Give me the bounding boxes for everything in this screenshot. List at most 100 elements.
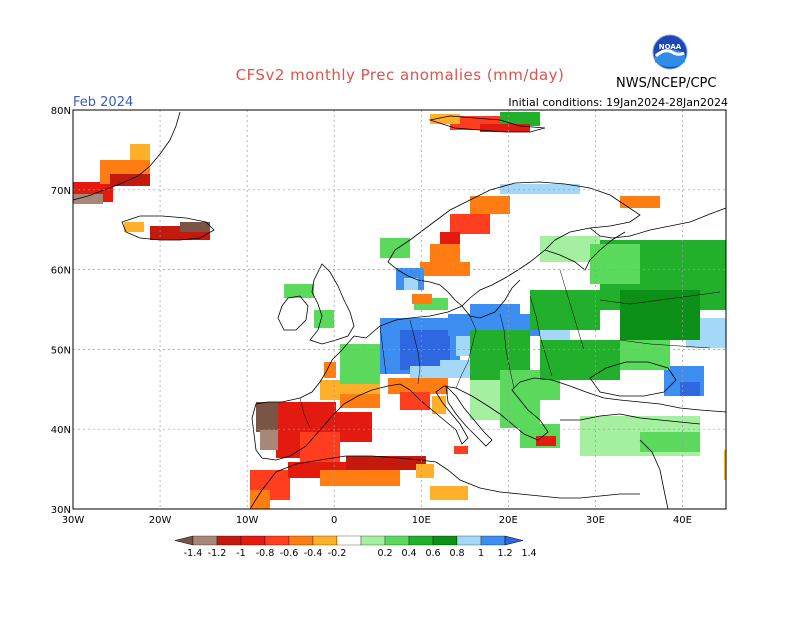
anomaly-cells xyxy=(73,112,726,509)
anomaly-cell xyxy=(250,490,270,509)
anomaly-cell xyxy=(340,344,380,384)
anomaly-cell xyxy=(470,380,500,420)
legend-label: 0.4 xyxy=(401,548,416,559)
lat-label: 80N xyxy=(51,106,71,117)
anomaly-cell xyxy=(380,238,410,258)
legend-label: -1.2 xyxy=(208,548,227,559)
coastlines xyxy=(72,111,727,510)
legend-label: -0.6 xyxy=(280,548,299,559)
lat-label: 40N xyxy=(51,425,71,436)
legend-swatch xyxy=(192,535,218,546)
anomaly-cell xyxy=(412,294,432,304)
legend-label: -0.4 xyxy=(304,548,323,559)
lon-label: 20W xyxy=(149,515,172,526)
legend-label: 0.8 xyxy=(449,548,464,559)
legend-swatch xyxy=(360,535,386,546)
legend-swatch xyxy=(336,535,362,546)
anomaly-cell xyxy=(680,382,700,396)
lat-label: 60N xyxy=(51,266,71,277)
color-legend: -1.4 -1.2 -1 -0.8 -0.6 -0.4 -0.2 0.2 0.4 0.6 0.8 1 1… xyxy=(174,535,537,559)
anomaly-cell xyxy=(346,456,426,470)
anomaly-cell xyxy=(440,232,460,244)
legend-swatch xyxy=(384,535,410,546)
anomaly-cell xyxy=(470,304,520,318)
anomaly-cell xyxy=(530,290,600,330)
legend-label: 1.2 xyxy=(497,548,512,559)
anomaly-cell xyxy=(450,214,490,234)
lon-label: 20E xyxy=(499,515,518,526)
anomaly-cell xyxy=(260,430,278,450)
noaa-logo-icon: NOAA xyxy=(652,34,688,70)
anomaly-cell xyxy=(430,114,460,124)
legend-label: -0.2 xyxy=(328,548,347,559)
legend-label: -1 xyxy=(236,548,245,559)
forecast-month: Feb 2024 xyxy=(73,95,134,110)
lat-lon-grid xyxy=(73,110,726,509)
anomaly-cell xyxy=(536,436,556,446)
anomaly-cell xyxy=(314,310,334,328)
chart-title: CFSv2 monthly Prec anomalies (mm/day) xyxy=(235,66,565,84)
anomaly-cell xyxy=(256,402,278,432)
lat-label: 50N xyxy=(51,345,71,356)
anomaly-cell xyxy=(480,124,530,132)
map-frame xyxy=(72,109,727,510)
legend-label: 1 xyxy=(478,548,484,559)
anomaly-cell xyxy=(454,446,468,454)
anomaly-cell xyxy=(284,284,314,298)
lon-label: 30W xyxy=(62,515,85,526)
legend-swatch xyxy=(408,535,434,546)
anomaly-cell xyxy=(410,366,440,378)
anomaly-cell xyxy=(420,262,470,276)
anomaly-cell xyxy=(500,112,540,126)
anomaly-cell xyxy=(590,244,640,284)
anomaly-cell xyxy=(124,222,144,232)
anomaly-cell xyxy=(324,362,336,378)
agency-label: NWS/NCEP/CPC xyxy=(616,76,717,91)
legend-swatch xyxy=(216,535,242,546)
anomaly-cell xyxy=(130,144,150,160)
anomaly-cell xyxy=(470,196,510,214)
anomaly-cell xyxy=(180,222,210,232)
anomaly-cell xyxy=(430,244,460,262)
legend-swatch xyxy=(480,535,506,546)
anomaly-cell xyxy=(620,290,700,340)
anomaly-cell xyxy=(500,184,580,194)
legend-swatch xyxy=(288,535,314,546)
initial-conditions: Initial conditions: 19Jan2024-28Jan2024 xyxy=(508,96,728,109)
anomaly-cell xyxy=(320,470,400,486)
legend-arrow-low xyxy=(174,535,194,546)
legend-swatch xyxy=(312,535,338,546)
legend-swatch xyxy=(432,535,458,546)
lat-label: 30N xyxy=(51,505,71,516)
anomaly-cell xyxy=(336,412,372,442)
legend-label: 0.2 xyxy=(377,548,392,559)
legend-swatch xyxy=(240,535,266,546)
legend-label: 1.4 xyxy=(521,548,536,559)
lon-label: 10W xyxy=(236,515,259,526)
anomaly-cell xyxy=(300,446,340,466)
legend-swatch xyxy=(264,535,290,546)
anomaly-cell xyxy=(540,340,620,380)
legend-label: 0.6 xyxy=(425,548,440,559)
anomaly-cell xyxy=(500,398,540,428)
lat-label: 70N xyxy=(51,186,71,197)
legend-arrow-high xyxy=(504,535,524,546)
anomaly-cell xyxy=(430,486,468,500)
lon-label: 0 xyxy=(331,515,337,526)
anomaly-cell xyxy=(640,432,700,452)
anomaly-cell xyxy=(400,392,430,410)
lon-label: 30E xyxy=(586,515,605,526)
legend-swatch xyxy=(456,535,482,546)
anomaly-cell xyxy=(404,278,418,290)
anomaly-cell xyxy=(724,450,726,480)
anomaly-cell xyxy=(300,432,340,446)
anomaly-cell xyxy=(620,196,660,208)
legend-label: -1.4 xyxy=(184,548,203,559)
legend-label: -0.8 xyxy=(256,548,275,559)
anomaly-cell xyxy=(620,340,670,370)
anomaly-cell xyxy=(416,464,434,478)
anomaly-cell xyxy=(432,396,446,414)
logo-text: NOAA xyxy=(659,43,682,51)
